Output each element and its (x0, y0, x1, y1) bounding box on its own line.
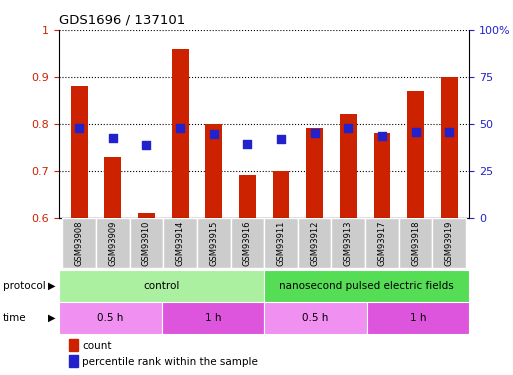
Bar (63, 217, 96, 268)
Point (445, 129, 453, 135)
Text: GSM93914: GSM93914 (175, 220, 185, 266)
Point (142, 142, 150, 148)
Bar (239, 176, 256, 217)
Point (243, 141, 251, 147)
Bar (59, 270, 264, 302)
Bar (298, 217, 331, 268)
Text: GSM93912: GSM93912 (310, 220, 319, 266)
Bar (138, 213, 155, 217)
Text: control: control (144, 281, 180, 291)
Point (344, 125, 352, 132)
Bar (59, 302, 162, 334)
Bar (264, 270, 469, 302)
Point (378, 133, 386, 139)
Bar (163, 217, 197, 268)
Point (210, 131, 218, 137)
Text: GSM93908: GSM93908 (75, 220, 84, 266)
Bar (96, 217, 130, 268)
Text: GSM93913: GSM93913 (344, 220, 353, 266)
Bar (230, 217, 264, 268)
Point (310, 130, 319, 136)
Bar (340, 114, 357, 218)
Point (75, 125, 83, 132)
Bar (264, 302, 367, 334)
Text: ▶: ▶ (48, 313, 55, 323)
Text: 0.5 h: 0.5 h (302, 313, 329, 323)
Text: GSM93918: GSM93918 (411, 220, 420, 266)
Bar (205, 124, 222, 218)
Text: protocol: protocol (3, 281, 45, 291)
Text: GSM93917: GSM93917 (378, 220, 386, 266)
Text: GSM93910: GSM93910 (142, 220, 151, 266)
Bar (197, 217, 230, 268)
Bar (272, 171, 289, 217)
Text: ▶: ▶ (48, 281, 55, 291)
Bar (105, 157, 121, 218)
Bar (373, 133, 390, 218)
Bar (441, 77, 458, 218)
Bar (432, 217, 466, 268)
Bar (399, 217, 432, 268)
Text: GSM93911: GSM93911 (277, 220, 286, 266)
Bar (130, 217, 163, 268)
Text: percentile rank within the sample: percentile rank within the sample (82, 357, 258, 367)
Point (277, 136, 285, 142)
Bar (367, 302, 469, 334)
Text: 1 h: 1 h (205, 313, 221, 323)
Bar (172, 49, 188, 217)
Text: GSM93916: GSM93916 (243, 220, 252, 266)
Bar (264, 217, 298, 268)
Text: time: time (3, 313, 26, 323)
Bar (407, 91, 424, 218)
Bar (331, 217, 365, 268)
Bar (71, 86, 88, 218)
Text: GSM93915: GSM93915 (209, 220, 218, 266)
Text: count: count (82, 341, 112, 351)
Bar (162, 302, 264, 334)
Bar (365, 217, 399, 268)
Point (109, 135, 117, 141)
Text: nanosecond pulsed electric fields: nanosecond pulsed electric fields (280, 281, 454, 291)
Text: GSM93909: GSM93909 (108, 220, 117, 266)
Text: GSM93919: GSM93919 (445, 220, 453, 266)
Point (411, 129, 420, 135)
Text: 0.5 h: 0.5 h (97, 313, 124, 323)
Point (176, 125, 184, 132)
Bar (306, 128, 323, 217)
Text: GDS1696 / 137101: GDS1696 / 137101 (59, 13, 185, 26)
Text: 1 h: 1 h (410, 313, 426, 323)
